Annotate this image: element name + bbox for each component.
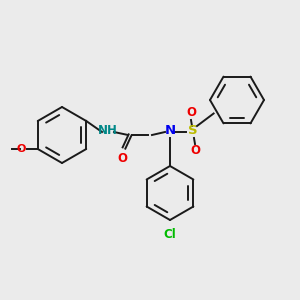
Text: S: S — [188, 124, 198, 137]
Text: NH: NH — [98, 124, 118, 137]
Text: Cl: Cl — [164, 228, 176, 241]
Text: O: O — [16, 144, 26, 154]
Text: O: O — [190, 145, 200, 158]
Text: O: O — [186, 106, 196, 119]
Text: O: O — [117, 152, 127, 165]
Text: N: N — [164, 124, 175, 137]
